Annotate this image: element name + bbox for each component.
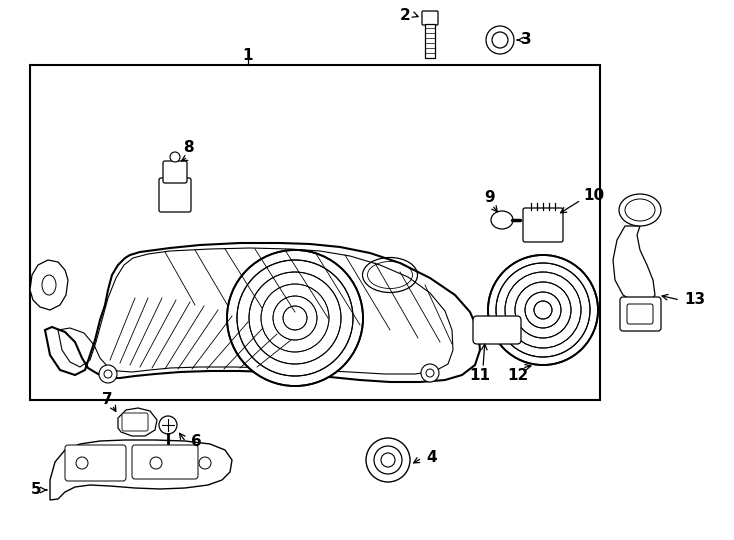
Circle shape (421, 364, 439, 382)
Text: 8: 8 (183, 140, 193, 156)
Polygon shape (30, 260, 68, 310)
Circle shape (227, 250, 363, 386)
Text: 11: 11 (470, 368, 490, 382)
FancyBboxPatch shape (422, 11, 438, 25)
Ellipse shape (619, 194, 661, 226)
Circle shape (199, 457, 211, 469)
Polygon shape (50, 440, 232, 500)
Polygon shape (613, 226, 655, 302)
Ellipse shape (42, 275, 56, 295)
Circle shape (170, 152, 180, 162)
Circle shape (99, 365, 117, 383)
Bar (425, 24, 435, 58)
Text: 2: 2 (399, 8, 410, 23)
Circle shape (104, 370, 112, 378)
Text: 4: 4 (426, 450, 437, 465)
Circle shape (426, 369, 434, 377)
FancyBboxPatch shape (163, 161, 187, 183)
FancyBboxPatch shape (620, 297, 661, 331)
Text: 7: 7 (102, 393, 112, 408)
FancyBboxPatch shape (132, 445, 198, 479)
Text: 5: 5 (31, 483, 41, 497)
Polygon shape (118, 408, 157, 436)
Circle shape (381, 453, 395, 467)
Text: 3: 3 (520, 32, 531, 48)
Circle shape (150, 457, 162, 469)
FancyBboxPatch shape (122, 413, 148, 431)
Text: 6: 6 (191, 435, 201, 449)
Bar (30, 65, 600, 400)
FancyBboxPatch shape (65, 445, 126, 481)
Text: 13: 13 (684, 293, 705, 307)
Circle shape (374, 446, 402, 474)
Circle shape (486, 26, 514, 54)
Circle shape (366, 438, 410, 482)
Circle shape (159, 416, 177, 434)
FancyBboxPatch shape (523, 208, 563, 242)
Text: 9: 9 (484, 190, 495, 205)
FancyBboxPatch shape (159, 178, 191, 212)
Circle shape (492, 32, 508, 48)
Circle shape (488, 255, 598, 365)
Ellipse shape (491, 211, 513, 229)
Text: 10: 10 (584, 188, 605, 204)
Text: 12: 12 (507, 368, 528, 382)
Polygon shape (45, 243, 480, 382)
Text: 1: 1 (243, 48, 253, 63)
FancyBboxPatch shape (473, 316, 521, 344)
Circle shape (76, 457, 88, 469)
